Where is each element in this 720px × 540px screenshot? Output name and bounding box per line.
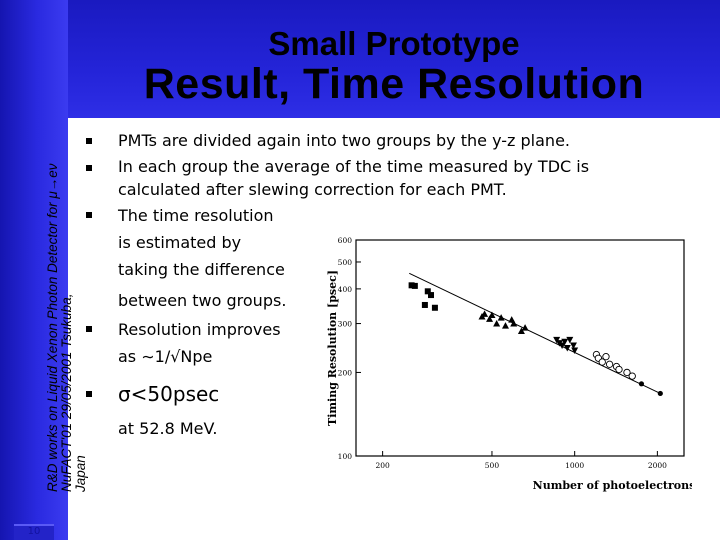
x-tick-label: 1000 [565, 461, 584, 470]
square-bullet-icon [86, 212, 92, 218]
bullet-item: The time resolution is estimated by taki… [80, 202, 328, 314]
timing-resolution-chart: 100 200 300 400 500 600 200 500 1000 2000 Number o… [322, 232, 695, 494]
data-point-open [605, 360, 614, 368]
x-tick-label: 200 [375, 461, 390, 470]
bullet-text: between two groups. [118, 291, 287, 310]
x-tick-label: 500 [485, 461, 500, 470]
bullet-text: as ∼1/√Npe [118, 347, 213, 366]
slide-header: Small Prototype Result, Time Resolution [68, 0, 720, 118]
fit-line [409, 272, 661, 394]
data-point-triangle [508, 316, 516, 323]
bullet-text: Resolution improves [118, 320, 281, 339]
data-point-open [602, 352, 610, 361]
left-sidebar: R&D works on Liquid Xenon Photon Detecto… [0, 0, 88, 540]
data-point-triangle [501, 322, 509, 329]
y-tick-label: 200 [338, 368, 353, 377]
data-point-triangle [497, 314, 505, 321]
data-point-square [408, 282, 415, 289]
data-point-square [421, 301, 428, 308]
data-point-triangle [481, 310, 489, 317]
bullet-text: is estimated by [118, 233, 242, 252]
y-tick-label: 500 [338, 258, 353, 267]
y-tick-label: 100 [338, 452, 353, 461]
square-bullet-icon [86, 326, 92, 332]
data-point-inverted-triangle [553, 336, 561, 344]
data-point-open [598, 358, 606, 366]
data-point-inverted-triangle [569, 342, 577, 350]
data-point-inverted-triangle [563, 344, 571, 352]
data-point-inverted-triangle [561, 338, 569, 346]
data-point-triangle [521, 324, 529, 331]
data-point-inverted-triangle [571, 347, 579, 354]
y-axis-label: Timing Resolution [psec] [326, 270, 339, 426]
plot-frame [355, 239, 685, 457]
square-bullet-icon [86, 165, 92, 171]
data-point-open [615, 365, 623, 374]
data-point-square [428, 292, 435, 299]
data-point-triangle [510, 320, 518, 327]
bullet-item: PMTs are divided again into two groups b… [80, 128, 678, 154]
x-axis-label: Number of photoelectrons [533, 479, 692, 492]
data-point-triangle [486, 315, 494, 322]
y-tick-label: 600 [338, 236, 353, 245]
data-point-open [623, 368, 631, 377]
data-point-square [424, 288, 431, 295]
y-tick-label: 300 [338, 320, 353, 329]
data-point-square [411, 282, 418, 289]
bullet-text: PMTs are divided again into two groups b… [118, 131, 570, 150]
data-point-square [431, 304, 438, 311]
slide-title-line1: Small Prototype [268, 25, 520, 62]
bullet-text-sigma: σ<50psec [118, 382, 220, 406]
bullet-item: σ<50psec at 52.8 MeV. [80, 380, 328, 446]
page-number: 10 [14, 524, 54, 540]
bullet-item: In each group the average of the time me… [80, 155, 693, 201]
x-tick-label: 2000 [648, 461, 667, 470]
data-point-triangle [493, 320, 501, 327]
bullet-list: PMTs are divided again into two groups b… [80, 128, 700, 447]
bullet-text: The time resolution [118, 206, 274, 225]
chart-svg: 100 200 300 400 500 600 200 500 1000 2000 Number o… [326, 236, 695, 492]
slide-title-line2: Result, Time Resolution [143, 60, 645, 108]
square-bullet-icon [86, 391, 92, 397]
bullet-text: In each group the average of the time me… [118, 157, 590, 176]
bullet-text: calculated after slewing correction for … [118, 180, 507, 199]
data-point-open [628, 372, 636, 380]
data-point-inverted-triangle [558, 342, 566, 350]
data-point-triangle [488, 311, 496, 319]
bullet-text: taking the difference [118, 260, 285, 279]
data-point-triangle [517, 327, 525, 335]
data-point-circle [657, 390, 663, 397]
bullet-item: Resolution improves as ∼1/√Npe [80, 316, 328, 370]
data-point-circle [638, 381, 645, 387]
data-point-inverted-triangle [566, 336, 574, 344]
y-tick-label: 400 [338, 285, 353, 294]
bullet-text: at 52.8 MeV. [118, 419, 218, 438]
square-bullet-icon [86, 138, 92, 144]
